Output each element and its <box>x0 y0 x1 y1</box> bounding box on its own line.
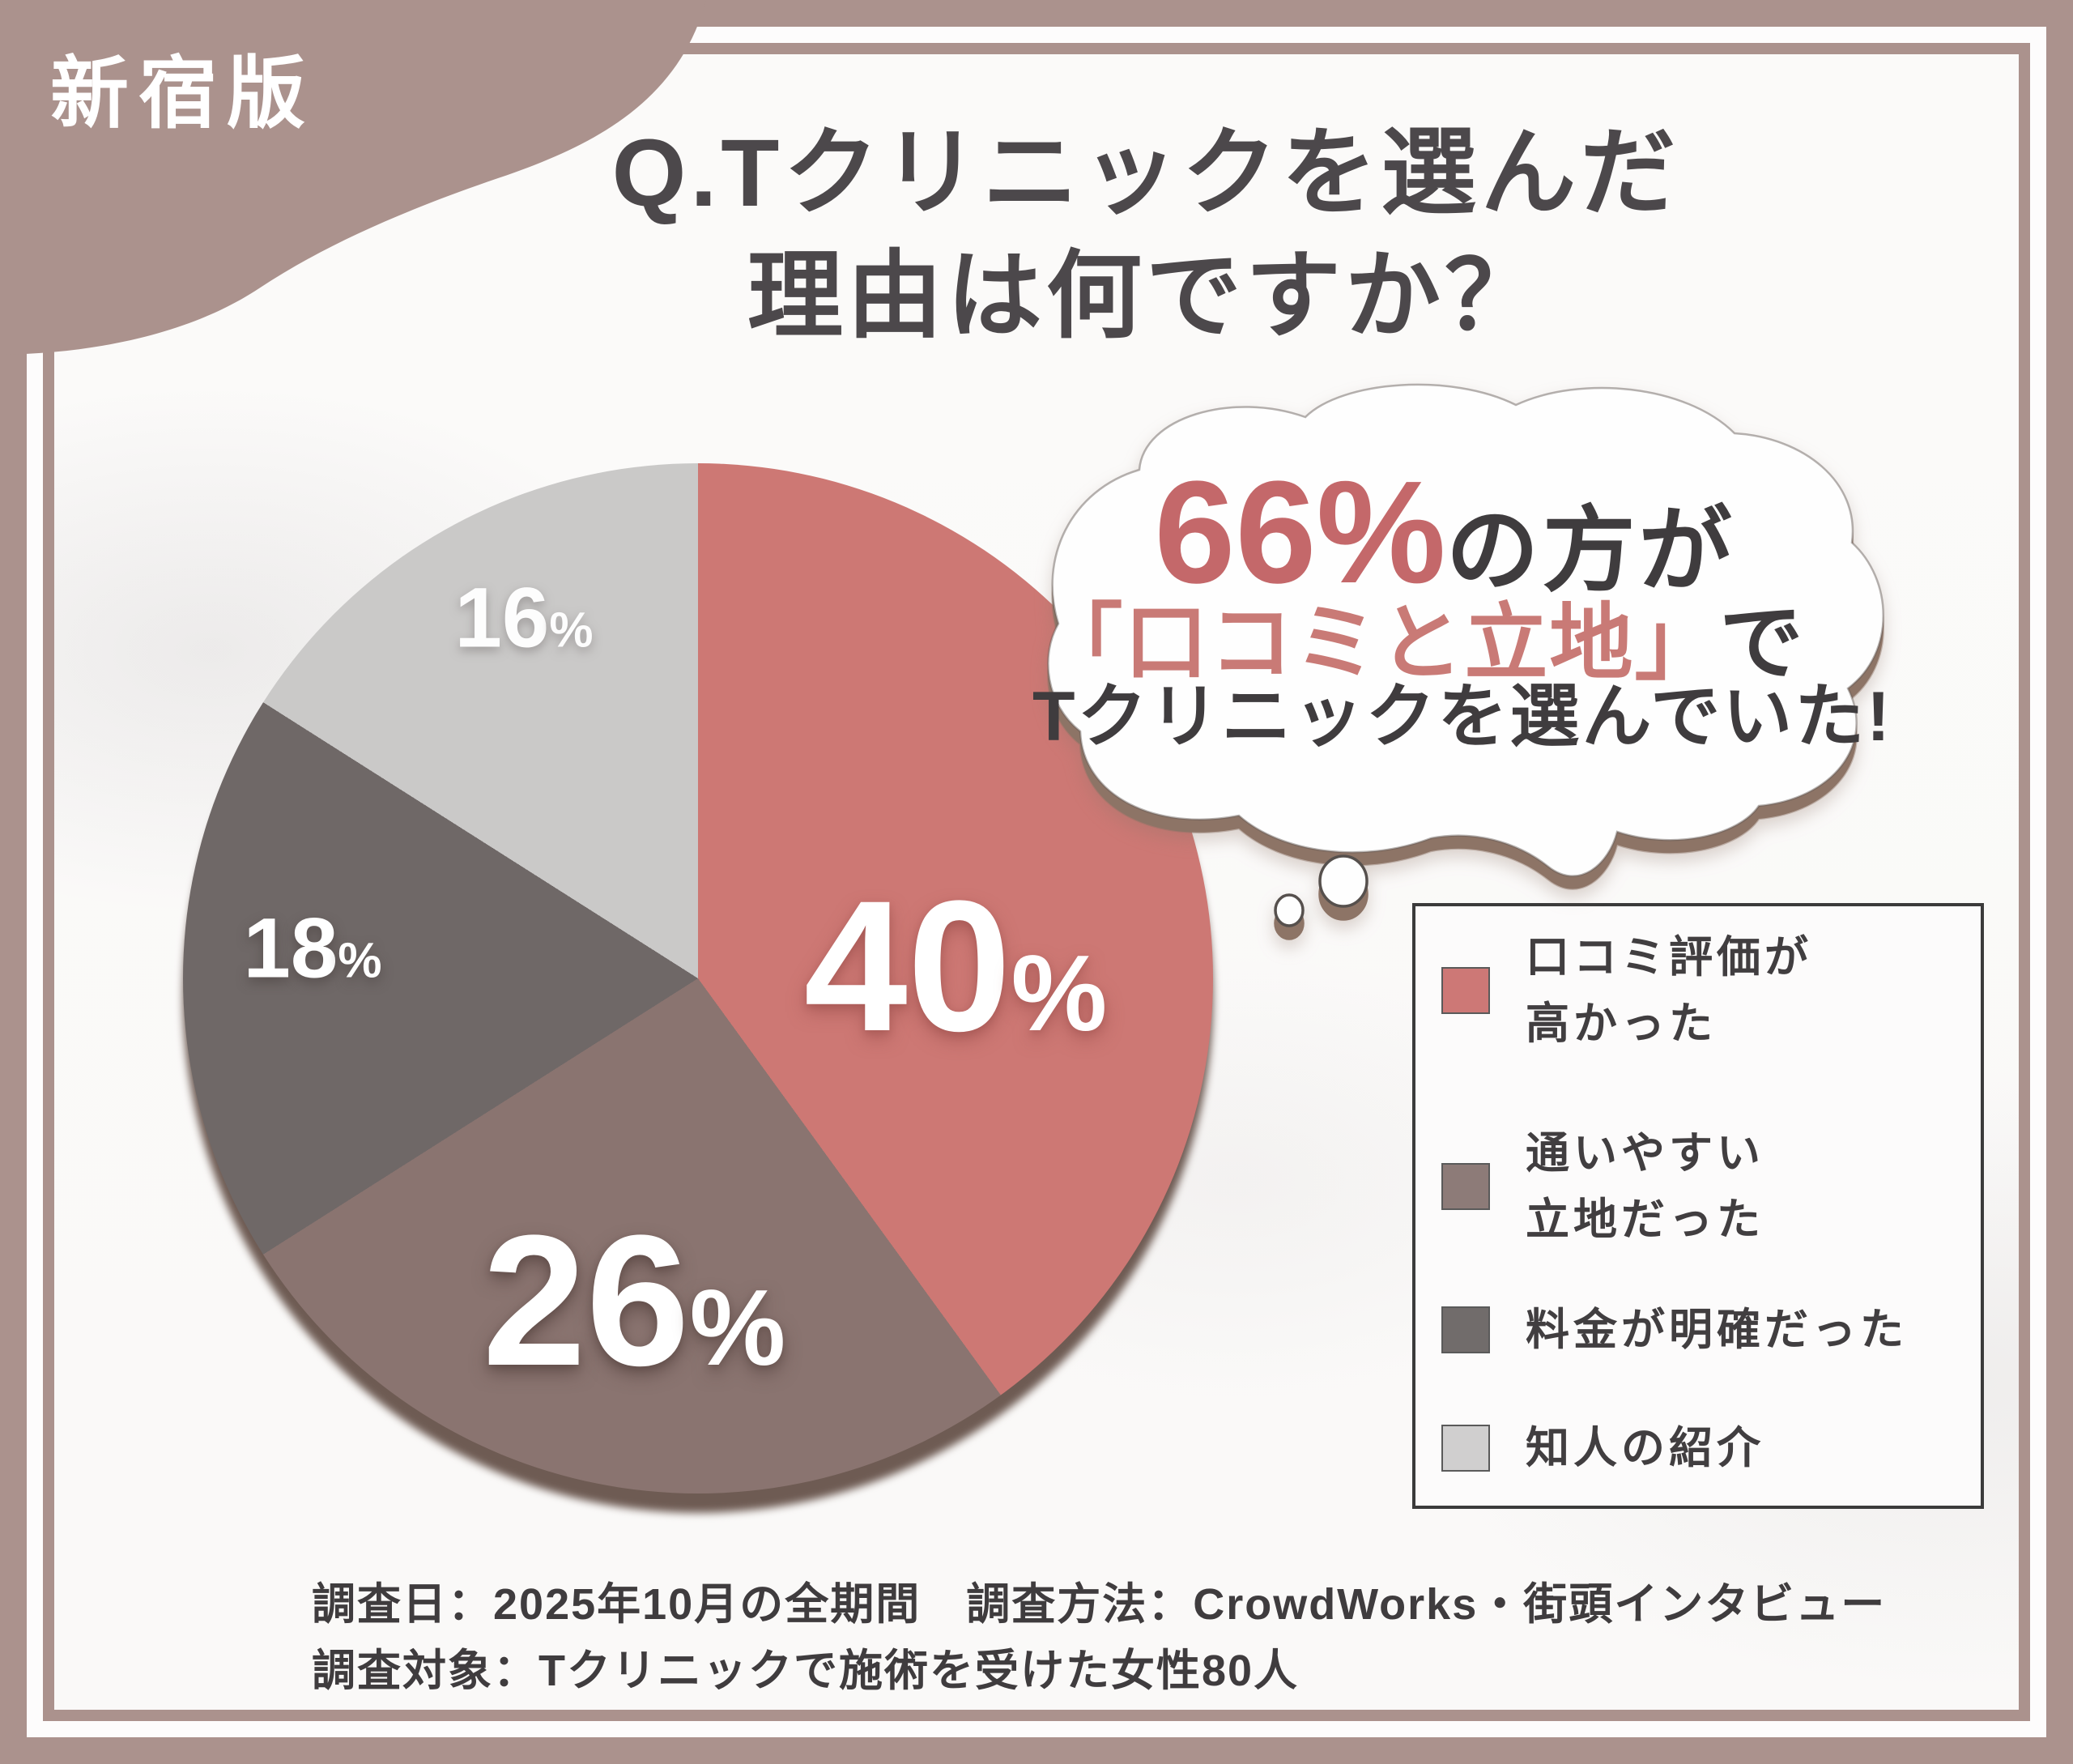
legend-item-reviews: 口コミ評価が 高かった <box>1441 924 1812 1057</box>
pie-label-16-value: 16 <box>454 570 550 666</box>
page-title: Q.Tクリニックを選んだ 理由は何ですか？ <box>583 112 1709 358</box>
pie-label-40: 40% <box>804 873 1107 1059</box>
legend-label-pricing: 料金が明確だった <box>1526 1297 1908 1363</box>
legend-label-location-line-2: 立地だった <box>1526 1195 1764 1244</box>
pie-label-40-unit: % <box>1011 933 1108 1054</box>
legend-item-referral: 知人の紹介 <box>1441 1415 1764 1481</box>
legend-swatch-referral <box>1441 1425 1490 1472</box>
pie-label-26-unit: % <box>689 1268 786 1388</box>
legend-swatch-reviews <box>1441 967 1490 1014</box>
pie-label-18-value: 18 <box>243 901 338 996</box>
legend-label-pricing-line-1: 料金が明確だった <box>1526 1306 1908 1354</box>
bubble-blob <box>1047 383 1884 877</box>
legend-label-referral-line-1: 知人の紹介 <box>1526 1424 1764 1472</box>
bubble-highlight-percent: 66% <box>1154 451 1446 614</box>
pie-label-26-value: 26 <box>482 1196 690 1404</box>
bubble-highlight-quote: 「口コミと立地」 <box>1039 596 1720 689</box>
legend-label-reviews-line-2: 高かった <box>1526 999 1717 1048</box>
page-title-line-1: Q.Tクリニックを選んだ <box>611 120 1680 227</box>
legend-label-referral: 知人の紹介 <box>1526 1415 1764 1481</box>
bubble-circle-large <box>1318 854 1369 908</box>
thought-bubble <box>1047 383 1884 927</box>
bubble-line-2-rest: で <box>1719 596 1805 689</box>
survey-footer: 調査日：2025年10月の全期間 調査方法：CrowdWorks・街頭インタビュ… <box>312 1571 1886 1704</box>
pie-label-18-unit: % <box>338 932 382 988</box>
badge-blob <box>0 0 706 355</box>
pie-label-16-unit: % <box>549 602 594 658</box>
bubble-line-1-rest: の方が <box>1445 499 1735 603</box>
legend-box: 口コミ評価が 高かった 通いやすい 立地だった 料金が明確だった 知人の紹介 <box>1412 903 1984 1509</box>
survey-footer-line-1: 調査日：2025年10月の全期間 調査方法：CrowdWorks・街頭インタビュ… <box>312 1580 1887 1629</box>
legend-item-pricing: 料金が明確だった <box>1441 1297 1908 1363</box>
pie-label-40-value: 40 <box>803 862 1011 1070</box>
legend-label-location: 通いやすい 立地だった <box>1526 1120 1764 1253</box>
pie-label-16: 16% <box>455 576 594 661</box>
pie-label-26: 26% <box>483 1208 785 1394</box>
pie-label-18: 18% <box>244 906 382 991</box>
bubble-circle-small <box>1274 893 1305 927</box>
legend-item-location: 通いやすい 立地だった <box>1441 1120 1764 1253</box>
legend-label-reviews-line-1: 口コミ評価が <box>1526 933 1812 982</box>
bubble-line-3: Tクリニックを選んでいた! <box>1032 678 1892 756</box>
pie-chart <box>183 463 1213 1493</box>
legend-label-location-line-1: 通いやすい <box>1526 1129 1764 1178</box>
legend-label-reviews: 口コミ評価が 高かった <box>1526 924 1812 1057</box>
bubble-line-1: 66%の方が <box>1040 460 1850 606</box>
survey-footer-line-2: 調査対象：Tクリニックで施術を受けた女性80人 <box>312 1647 1300 1695</box>
bubble-line-2: 「口コミと立地」で <box>1017 601 1827 684</box>
badge-label: 新宿版 <box>50 49 315 138</box>
legend-swatch-pricing <box>1441 1306 1490 1353</box>
page-title-line-2: 理由は何ですか？ <box>747 243 1544 350</box>
legend-swatch-location <box>1441 1163 1490 1210</box>
